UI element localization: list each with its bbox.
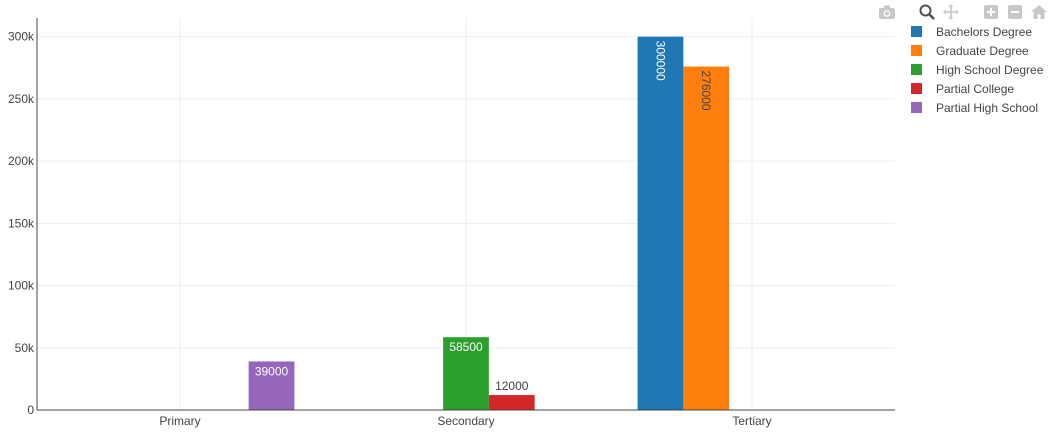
legend-swatch[interactable]	[911, 102, 922, 113]
bars: 300000 276000 58500 12000 39000	[248, 36, 730, 411]
data-label: 300000	[653, 41, 667, 81]
y-tick-label: 250k	[8, 92, 35, 106]
y-tick-label: 150k	[8, 216, 35, 230]
bar[interactable]	[683, 66, 730, 411]
legend-swatch[interactable]	[911, 45, 922, 56]
legend-label[interactable]: Bachelors Degree	[936, 25, 1032, 39]
y-tick-label: 100k	[8, 279, 35, 293]
x-tick-label: Primary	[159, 414, 200, 428]
zoom-out-icon[interactable]	[1006, 3, 1024, 21]
bar[interactable]	[248, 361, 295, 410]
legend-swatch[interactable]	[911, 26, 922, 37]
legend-swatch[interactable]	[911, 64, 922, 75]
data-label: 12000	[495, 379, 529, 393]
bar[interactable]	[443, 337, 489, 410]
legend-swatch[interactable]	[911, 83, 922, 94]
legend-label[interactable]: Partial College	[936, 82, 1014, 96]
x-tick-label: Secondary	[437, 414, 494, 428]
bar[interactable]	[637, 36, 684, 411]
y-tick-label: 50k	[15, 341, 35, 355]
legend: Bachelors Degree Graduate Degree High Scho…	[911, 25, 1044, 115]
y-tick-label: 0	[27, 403, 34, 417]
data-label: 58500	[449, 340, 483, 354]
y-tick-label: 200k	[8, 154, 35, 168]
legend-label[interactable]: Graduate Degree	[936, 44, 1029, 58]
data-label: 39000	[255, 364, 289, 378]
axes: 0 50k 100k 150k 200k 250k 300k Primary Secondary…	[8, 18, 895, 428]
legend-label[interactable]: High School Degree	[936, 63, 1044, 77]
data-label: 276000	[699, 71, 713, 111]
legend-label[interactable]: Partial High School	[936, 101, 1038, 115]
bar[interactable]	[488, 395, 535, 410]
gridlines	[37, 18, 895, 410]
reset-axes-icon[interactable]	[1030, 3, 1048, 21]
x-tick-label: Tertiary	[732, 414, 771, 428]
pan-icon[interactable]	[942, 3, 960, 21]
zoom-in-icon[interactable]	[982, 3, 1000, 21]
camera-icon[interactable]	[878, 3, 896, 21]
zoom-icon[interactable]	[918, 3, 936, 21]
modebar	[878, 2, 1048, 22]
y-tick-label: 300k	[8, 30, 35, 44]
